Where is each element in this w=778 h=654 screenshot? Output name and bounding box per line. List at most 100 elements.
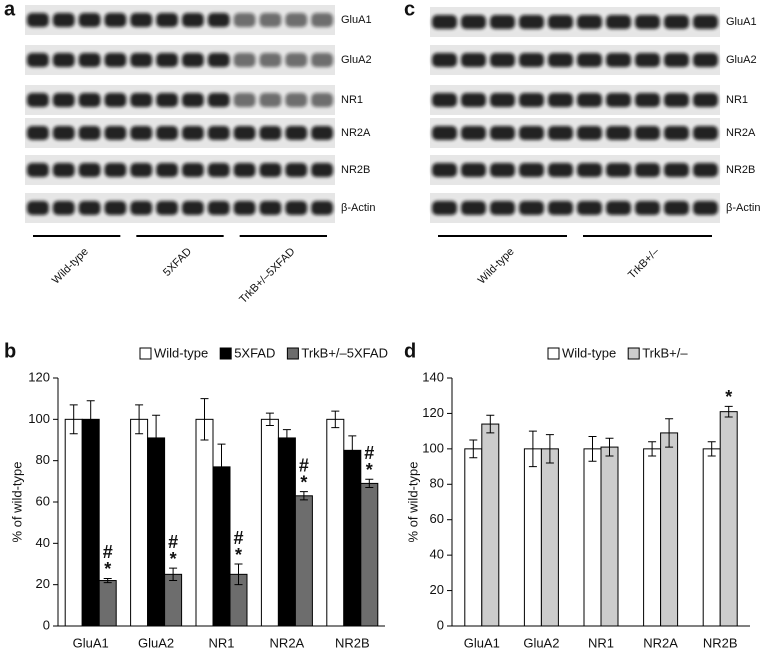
blot-band bbox=[606, 15, 631, 29]
blot-row-label: NR2B bbox=[341, 164, 370, 176]
x-tick-label: NR2B bbox=[703, 635, 738, 650]
blot-band bbox=[52, 126, 75, 140]
blot-band bbox=[285, 13, 308, 27]
y-axis-label: % of wild-type bbox=[405, 462, 420, 543]
blot-row-label: NR1 bbox=[341, 94, 363, 106]
blot-band bbox=[259, 163, 282, 177]
blot-band bbox=[461, 126, 486, 140]
legend-swatch bbox=[547, 347, 560, 360]
bar bbox=[98, 580, 117, 627]
significance-marker: # bbox=[299, 455, 309, 475]
blot-band bbox=[606, 126, 631, 140]
blot-band bbox=[207, 93, 230, 107]
bar bbox=[64, 418, 83, 627]
blot-band bbox=[519, 201, 544, 215]
blot-band bbox=[432, 201, 457, 215]
significance-marker: * bbox=[235, 545, 242, 565]
blot-band bbox=[233, 93, 256, 107]
blot-band bbox=[664, 53, 689, 67]
bar bbox=[481, 423, 500, 627]
blot-band bbox=[182, 126, 204, 140]
error-bar bbox=[469, 439, 478, 459]
blot-band bbox=[78, 163, 101, 177]
y-tick-label: 0 bbox=[43, 617, 50, 632]
x-tick-label: NR1 bbox=[208, 635, 234, 650]
blot-band bbox=[27, 93, 49, 107]
blot-band bbox=[490, 201, 515, 215]
y-tick-label: 40 bbox=[430, 547, 444, 562]
error-bar bbox=[152, 414, 161, 462]
blot-row-label: NR1 bbox=[726, 94, 748, 106]
bar bbox=[600, 446, 619, 627]
panel-letter: c bbox=[404, 0, 415, 20]
blot-band bbox=[577, 53, 602, 67]
blot-band bbox=[259, 93, 282, 107]
bar bbox=[523, 448, 542, 627]
bar bbox=[130, 418, 149, 627]
y-tick-label: 80 bbox=[430, 476, 444, 491]
x-tick-label: NR2B bbox=[335, 635, 370, 650]
blot-band bbox=[52, 163, 75, 177]
group-label: Wild-type bbox=[50, 246, 91, 287]
blot-band bbox=[519, 126, 544, 140]
blot-band bbox=[461, 15, 486, 29]
blot-band bbox=[104, 126, 127, 140]
error-bar bbox=[528, 430, 537, 468]
y-tick-label: 20 bbox=[430, 582, 444, 597]
blot-band bbox=[606, 53, 631, 67]
bar bbox=[147, 437, 166, 627]
blot-band bbox=[130, 126, 153, 140]
blot-band bbox=[519, 15, 544, 29]
blot-band bbox=[664, 163, 689, 177]
blot-band bbox=[78, 93, 101, 107]
y-tick-label: 0 bbox=[437, 617, 444, 632]
bar bbox=[643, 448, 662, 627]
blot-band bbox=[27, 53, 49, 67]
blot-background bbox=[25, 5, 335, 35]
blot-band bbox=[156, 53, 178, 67]
legend-swatch bbox=[627, 347, 640, 360]
blot-band bbox=[577, 15, 602, 29]
significance-marker: # bbox=[168, 532, 178, 552]
blot-band bbox=[207, 53, 230, 67]
blot-band bbox=[104, 163, 127, 177]
blot-band bbox=[259, 126, 282, 140]
panel-letter: d bbox=[404, 340, 416, 362]
x-tick-label: NR1 bbox=[588, 635, 614, 650]
blot-band bbox=[490, 126, 515, 140]
blot-band bbox=[519, 163, 544, 177]
blot-band bbox=[311, 53, 333, 67]
blot-band bbox=[182, 93, 204, 107]
blot-row-label: GluA1 bbox=[726, 16, 757, 28]
blot-band bbox=[52, 201, 75, 215]
error-bar bbox=[724, 405, 733, 418]
blot-band bbox=[490, 53, 515, 67]
blot-row-label: NR2A bbox=[726, 127, 756, 139]
blot-band bbox=[577, 93, 602, 107]
blot-band bbox=[207, 163, 230, 177]
blot-band bbox=[78, 53, 101, 67]
y-tick-label: 100 bbox=[422, 440, 444, 455]
blot-band bbox=[693, 201, 718, 215]
x-tick-label: GluA2 bbox=[138, 635, 174, 650]
bar bbox=[702, 448, 721, 627]
bar bbox=[540, 448, 559, 627]
blot-band bbox=[461, 53, 486, 67]
blot-band bbox=[104, 93, 127, 107]
blot-background bbox=[25, 155, 335, 185]
blot-band bbox=[432, 126, 457, 140]
blot-band bbox=[130, 53, 153, 67]
error-bar bbox=[103, 577, 112, 584]
x-tick-label: GluA1 bbox=[73, 635, 109, 650]
blot-band bbox=[664, 201, 689, 215]
blot-row-label: GluA2 bbox=[726, 54, 757, 66]
blot-band bbox=[577, 126, 602, 140]
blot-band bbox=[182, 163, 204, 177]
blot-band bbox=[207, 13, 230, 27]
blot-band bbox=[27, 126, 49, 140]
blot-band bbox=[577, 163, 602, 177]
significance-marker: * bbox=[725, 387, 732, 407]
blot-band bbox=[285, 53, 308, 67]
bar bbox=[464, 448, 483, 627]
significance-marker: * bbox=[366, 460, 373, 480]
